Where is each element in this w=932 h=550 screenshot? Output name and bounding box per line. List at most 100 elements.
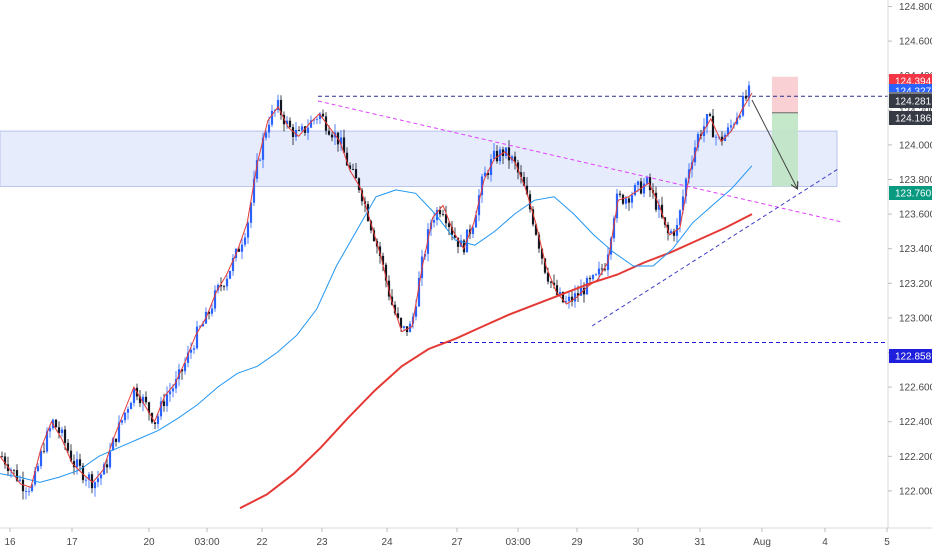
candle-body-16 bbox=[48, 428, 52, 432]
time-axis[interactable]: 16 17 20 03:00 22 23 24 27 03:00 29 30 31 Aug 4 5 bbox=[4, 528, 890, 548]
candle-body-180 bbox=[540, 248, 544, 259]
candle-body-188 bbox=[564, 301, 568, 303]
candle-body-81 bbox=[243, 237, 247, 245]
candle-body-49 bbox=[147, 402, 151, 413]
candle-body-115 bbox=[345, 152, 349, 166]
candle-body-132 bbox=[396, 313, 400, 318]
candle-body-134 bbox=[402, 326, 406, 328]
price-labels: 124.394124.327124.306124.281124.186123.7… bbox=[889, 74, 932, 363]
candle-body-67 bbox=[201, 323, 205, 327]
candle-body-29 bbox=[87, 474, 91, 480]
candle-body-13 bbox=[39, 450, 43, 467]
candle-body-25 bbox=[75, 459, 79, 468]
stop-loss-zone[interactable] bbox=[772, 76, 798, 115]
candle-body-163 bbox=[489, 159, 493, 176]
descending-trendline[interactable] bbox=[317, 100, 843, 223]
x-tick-label-31: 31 bbox=[694, 537, 706, 548]
candle-body-88 bbox=[264, 132, 268, 138]
candle-body-249 bbox=[747, 85, 751, 99]
candle-body-235 bbox=[705, 114, 709, 127]
x-tick-label-24: 24 bbox=[381, 537, 393, 548]
candle-body-31 bbox=[93, 482, 97, 489]
candle-body-46 bbox=[138, 396, 142, 404]
candle-body-83 bbox=[249, 202, 253, 223]
candle-body-32 bbox=[96, 478, 100, 483]
candle-body-36 bbox=[108, 450, 112, 468]
candle-body-229 bbox=[687, 169, 691, 179]
candle-body-51 bbox=[153, 422, 157, 424]
candle-body-69 bbox=[207, 311, 211, 314]
candle-body-38 bbox=[114, 438, 118, 442]
candle-body-207 bbox=[621, 194, 625, 204]
candle-body-110 bbox=[330, 134, 334, 138]
candle-body-147 bbox=[441, 214, 445, 215]
y-tick-label-1: 124.600 bbox=[899, 37, 932, 48]
candle-body-64 bbox=[192, 348, 196, 350]
candle-body-57 bbox=[171, 388, 175, 392]
candle-body-65 bbox=[195, 326, 199, 349]
forecast-arrow[interactable] bbox=[751, 99, 797, 188]
candle-body-73 bbox=[219, 284, 223, 287]
candle-body-21 bbox=[63, 429, 67, 443]
candle-body-93 bbox=[279, 100, 283, 115]
y-tick-label-9: 123.000 bbox=[899, 313, 932, 324]
x-tick-label-0300b: 03:00 bbox=[505, 537, 530, 548]
y-tick-label-8: 123.200 bbox=[899, 279, 932, 290]
candle-body-124 bbox=[372, 230, 376, 242]
candle-body-52 bbox=[156, 416, 160, 424]
take-profit-zone[interactable] bbox=[772, 112, 798, 187]
candle-body-220 bbox=[660, 204, 664, 218]
candle-body-96 bbox=[288, 120, 292, 128]
candle-body-213 bbox=[639, 181, 643, 194]
candle-body-109 bbox=[327, 130, 331, 135]
candle-body-240 bbox=[720, 136, 724, 141]
candle-body-75 bbox=[225, 278, 229, 287]
candle-body-164 bbox=[492, 150, 496, 160]
candle-body-184 bbox=[552, 282, 556, 286]
candle-body-232 bbox=[696, 134, 700, 148]
candle-body-84 bbox=[252, 178, 256, 203]
candle-body-70 bbox=[210, 308, 214, 314]
candle-body-215 bbox=[645, 177, 649, 184]
candle-body-99 bbox=[297, 129, 301, 131]
x-tick-label-20: 20 bbox=[143, 537, 155, 548]
candle-body-89 bbox=[267, 124, 271, 133]
candle-body-175 bbox=[525, 185, 529, 195]
candle-body-186 bbox=[558, 291, 562, 295]
candle-body-27 bbox=[81, 465, 85, 481]
ema-mid-line bbox=[0, 165, 753, 483]
candle-body-226 bbox=[678, 210, 682, 225]
candle-body-185 bbox=[555, 285, 559, 295]
candle-body-200 bbox=[600, 268, 604, 270]
candle-body-242 bbox=[726, 127, 730, 135]
candle-body-219 bbox=[657, 204, 661, 210]
candle-body-204 bbox=[612, 218, 616, 239]
price-badge-3 bbox=[889, 94, 932, 108]
candle-body-195 bbox=[585, 278, 589, 295]
candle-body-71 bbox=[213, 290, 217, 309]
candle-body-228 bbox=[684, 178, 688, 197]
y-tick-label-6: 123.600 bbox=[899, 210, 932, 221]
candle-body-191 bbox=[573, 293, 577, 302]
candle-body-176 bbox=[528, 194, 532, 210]
candle-body-159 bbox=[477, 195, 481, 216]
candle-body-107 bbox=[321, 113, 325, 117]
candle-body-58 bbox=[174, 379, 178, 389]
candle-body-165 bbox=[495, 150, 499, 162]
candle-body-196 bbox=[588, 278, 592, 280]
candle-body-173 bbox=[519, 172, 523, 177]
candle-body-116 bbox=[348, 165, 352, 169]
supply-zone[interactable] bbox=[0, 130, 838, 187]
candle-body-123 bbox=[369, 221, 373, 231]
candle-body-4 bbox=[12, 469, 16, 471]
candle-body-43 bbox=[129, 402, 133, 410]
candle-body-162 bbox=[486, 172, 490, 176]
candle-body-211 bbox=[633, 185, 637, 196]
candle-body-55 bbox=[165, 394, 169, 407]
candle-body-198 bbox=[594, 274, 598, 276]
candle-body-23 bbox=[69, 450, 73, 462]
price-badge-6 bbox=[889, 349, 932, 363]
candle-body-85 bbox=[255, 160, 259, 179]
candle-body-9 bbox=[27, 491, 31, 492]
